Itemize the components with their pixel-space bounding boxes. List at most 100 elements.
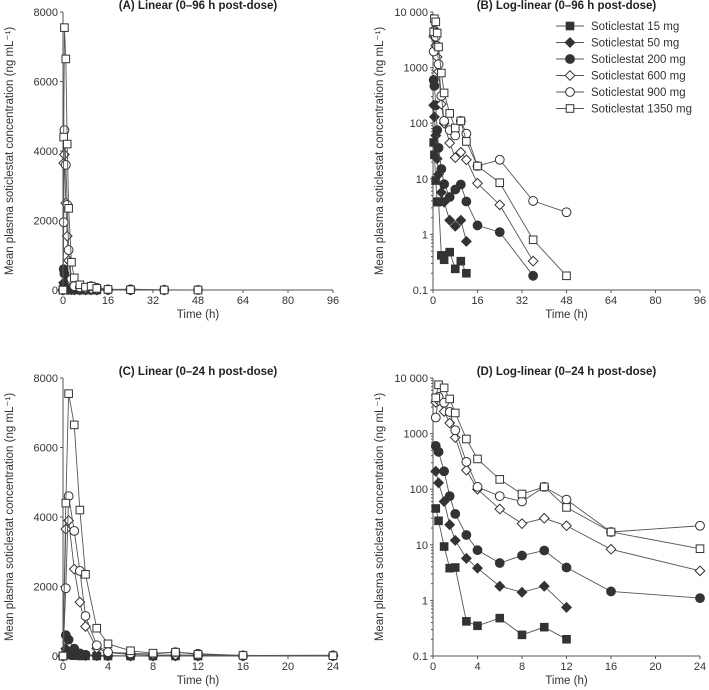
open-diamond-marker <box>60 523 72 535</box>
y-tick-label: 2000 <box>34 216 58 228</box>
series-soticlestat-200-mg <box>430 441 705 603</box>
open-circle-marker <box>91 640 102 651</box>
open-square-marker <box>193 285 203 295</box>
open-diamond-marker <box>449 432 461 444</box>
filled-square-marker <box>565 21 575 31</box>
y-tick-label: 100 <box>410 484 428 496</box>
x-tick-label: 12 <box>560 661 572 673</box>
open-circle-marker <box>103 647 113 658</box>
filled-square-marker <box>434 516 443 526</box>
open-square-marker <box>431 393 441 403</box>
y-tick-label: 10 000 <box>394 373 428 385</box>
panel-c: (C) Linear (0–24 h post-dose) 0 4 8 12 16 20 24… <box>4 366 339 687</box>
open-square-marker <box>439 383 449 393</box>
filled-square-marker <box>431 504 441 513</box>
filled-circle-marker <box>472 220 483 231</box>
y-tick-label: 1000 <box>404 63 428 75</box>
filled-diamond-marker <box>449 534 461 546</box>
open-circle-marker <box>430 412 441 423</box>
open-square-marker <box>126 646 135 656</box>
x-tick-label: 24 <box>327 661 339 673</box>
open-square-marker <box>193 650 203 659</box>
series-soticlestat-1350-mg <box>431 380 705 554</box>
filled-square-marker <box>445 247 454 257</box>
open-diamond-marker <box>460 154 472 166</box>
series-soticlestat-900-mg <box>428 25 572 218</box>
filled-circle-marker <box>444 491 455 502</box>
open-circle-marker <box>528 196 539 206</box>
x-tick-label: 24 <box>694 661 706 673</box>
legend-label: Soticlestat 1350 mg <box>591 104 692 116</box>
open-square-marker <box>103 285 113 294</box>
open-circle-marker <box>561 207 572 218</box>
filled-diamond-marker <box>460 235 472 247</box>
x-tick-label: 96 <box>694 295 706 307</box>
series-soticlestat-600-mg <box>57 148 170 296</box>
open-square-marker <box>103 639 113 649</box>
open-circle-marker <box>439 115 450 126</box>
open-diamond-marker <box>444 137 456 149</box>
open-circle-marker <box>69 526 80 536</box>
x-tick-label: 80 <box>649 295 661 307</box>
filled-square-marker <box>539 622 549 632</box>
panel-title: (A) Linear (0–96 h post-dose) <box>119 0 278 12</box>
filled-circle-marker <box>63 634 74 645</box>
open-square-marker <box>64 204 73 213</box>
y-tick-label: 0 <box>52 651 58 663</box>
open-circle-marker <box>80 611 91 621</box>
open-square-marker <box>473 161 482 171</box>
open-square-marker <box>462 137 471 146</box>
y-tick-label: 4000 <box>34 146 58 158</box>
open-circle-marker <box>450 130 461 141</box>
x-tick-label: 16 <box>471 295 483 307</box>
filled-diamond-marker <box>516 586 528 598</box>
panel-d: (D) Log-linear (0–24 h post-dose) 0 4 8 12 16… <box>374 366 706 687</box>
open-square-marker <box>431 17 441 27</box>
series-soticlestat-1350-mg <box>58 389 338 661</box>
x-tick-label: 8 <box>519 661 525 673</box>
open-square-marker <box>450 123 460 133</box>
legend-label: Soticlestat 15 mg <box>591 21 679 33</box>
series-soticlestat-15-mg <box>431 504 571 644</box>
x-tick-label: 16 <box>605 661 617 673</box>
series-line <box>62 393 334 657</box>
filled-diamond-marker <box>471 562 484 574</box>
series-soticlestat-600-mg <box>428 29 539 267</box>
x-tick-label: 8 <box>150 661 156 673</box>
open-square-marker <box>439 88 449 98</box>
open-diamond-marker <box>527 255 539 267</box>
filled-diamond-marker <box>560 601 573 613</box>
filled-diamond-marker <box>455 214 467 226</box>
filled-square-marker <box>450 563 460 572</box>
filled-circle-marker <box>461 530 472 540</box>
series-soticlestat-50-mg <box>430 465 573 613</box>
open-circle-marker <box>60 160 71 170</box>
filled-circle-marker <box>433 446 444 457</box>
open-diamond-marker <box>449 152 461 164</box>
open-square-marker <box>238 651 248 660</box>
x-tick-label: 16 <box>237 661 249 673</box>
open-square-marker <box>69 420 79 430</box>
open-diamond-marker <box>564 69 576 82</box>
open-circle-marker <box>63 245 74 255</box>
legend-label: Soticlestat 200 mg <box>591 54 686 66</box>
open-square-marker <box>148 648 158 658</box>
filled-square-marker <box>473 621 482 631</box>
x-axis-label: Time (h) <box>177 675 220 687</box>
open-diamond-marker <box>455 146 467 158</box>
open-diamond-marker <box>494 199 506 211</box>
open-square-marker <box>539 482 549 492</box>
y-tick-label: 10 <box>416 174 428 186</box>
y-axis-label: Mean plasma soticlestat concentration (n… <box>374 27 386 275</box>
open-diamond-marker <box>694 565 706 577</box>
open-square-marker <box>171 647 180 657</box>
y-tick-label: 100 <box>410 118 428 130</box>
filled-circle-marker <box>461 196 472 207</box>
open-square-marker <box>61 54 71 64</box>
open-square-marker <box>495 178 505 188</box>
open-square-marker <box>562 271 571 281</box>
series-soticlestat-200-mg <box>428 75 539 281</box>
y-tick-label: 10 000 <box>394 7 428 19</box>
filled-circle-marker <box>80 649 91 660</box>
x-tick-label: 48 <box>192 295 204 307</box>
